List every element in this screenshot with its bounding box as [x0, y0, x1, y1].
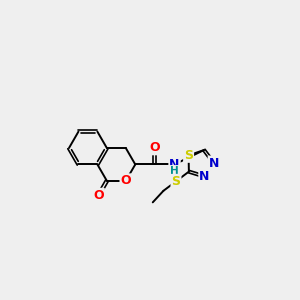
Text: O: O	[93, 189, 104, 202]
Text: N: N	[199, 170, 210, 183]
Text: O: O	[121, 174, 131, 187]
Text: H: H	[170, 166, 179, 176]
Text: S: S	[184, 149, 193, 162]
Text: O: O	[150, 141, 160, 154]
Text: S: S	[172, 175, 181, 188]
Text: N: N	[169, 158, 180, 171]
Text: N: N	[208, 157, 219, 169]
